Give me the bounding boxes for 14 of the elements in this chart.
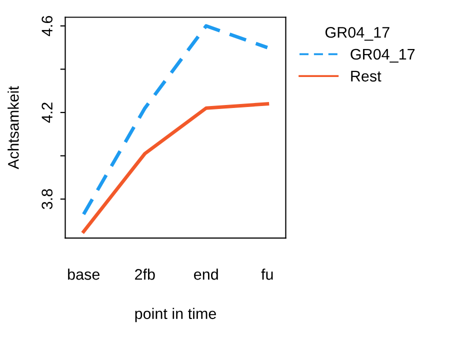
y-axis-title: Achtsamkeit bbox=[8, 86, 19, 170]
legend-label: GR04_17 bbox=[350, 48, 415, 63]
legend-label: Rest bbox=[351, 70, 382, 82]
y-tick-label: 4.6 bbox=[42, 16, 53, 36]
x-tick-label: 2fb bbox=[135, 268, 155, 280]
y-tick-label: 3.8 bbox=[42, 189, 53, 210]
y-tick-label: 4.2 bbox=[42, 102, 52, 123]
line-series bbox=[82, 102, 270, 234]
x-tick-label: end bbox=[194, 268, 218, 280]
legend-title: GR04_17 bbox=[325, 26, 390, 41]
line-series bbox=[82, 24, 270, 216]
x-axis-title: point in time bbox=[135, 308, 216, 322]
x-tick-label: base bbox=[68, 268, 100, 280]
x-tick-label: fu bbox=[261, 268, 273, 280]
